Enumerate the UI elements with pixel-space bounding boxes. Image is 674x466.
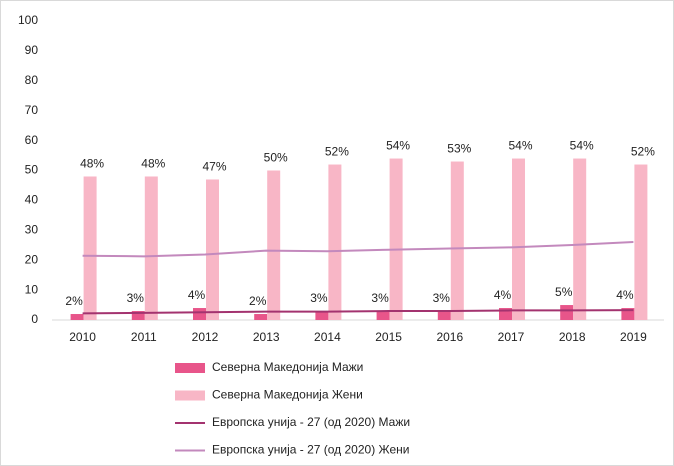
- bar: [315, 311, 329, 320]
- line: [82, 309, 634, 315]
- legend-label: Европска унија - 27 (од 2020) Мажи: [212, 415, 410, 429]
- bar: [254, 314, 268, 320]
- x-tick-label: 2013: [253, 330, 280, 344]
- bar: [376, 311, 390, 320]
- x-tick-label: 2011: [131, 330, 157, 344]
- data-label: 52%: [325, 145, 349, 159]
- x-tick-label: 2015: [375, 330, 402, 344]
- data-label: 48%: [80, 157, 104, 171]
- data-label: 3%: [310, 291, 328, 305]
- bar: [621, 308, 635, 320]
- data-label: 52%: [631, 145, 655, 159]
- legend-swatch: [175, 363, 205, 373]
- y-tick-label: 40: [25, 193, 39, 207]
- data-label: 4%: [188, 288, 206, 302]
- bar: [144, 176, 158, 320]
- data-label: 4%: [616, 288, 634, 302]
- bar: [499, 308, 512, 320]
- x-tick-label: 2014: [314, 330, 341, 344]
- data-label: 54%: [570, 139, 594, 153]
- data-label: 50%: [264, 151, 288, 165]
- bar: [450, 161, 464, 320]
- legend-label: Северна Македонија Мажи: [212, 360, 363, 374]
- x-tick-label: 2017: [498, 330, 525, 344]
- line: [82, 240, 634, 258]
- legend-label: Северна Македонија Жени: [212, 388, 363, 402]
- bar: [70, 314, 84, 320]
- data-label: 48%: [141, 157, 165, 171]
- bar: [131, 311, 145, 320]
- y-tick-label: 90: [25, 43, 39, 57]
- y-tick-label: 60: [25, 133, 39, 147]
- bar: [206, 179, 219, 320]
- data-label: 53%: [447, 142, 471, 156]
- x-tick-label: 2016: [436, 330, 463, 344]
- bar: [560, 305, 574, 320]
- data-label: 2%: [65, 294, 83, 308]
- y-tick-label: 50: [25, 163, 39, 177]
- data-label: 3%: [433, 291, 451, 305]
- y-tick-label: 70: [25, 103, 39, 117]
- legend-swatch: [175, 390, 205, 401]
- x-tick-label: 2010: [69, 330, 96, 344]
- data-label: 3%: [371, 291, 389, 305]
- data-label: 54%: [508, 139, 532, 153]
- x-tick-label: 2019: [620, 330, 647, 344]
- y-tick-label: 20: [25, 252, 39, 266]
- y-tick-label: 10: [25, 282, 39, 296]
- data-label: 47%: [202, 160, 226, 174]
- y-tick-label: 100: [18, 13, 38, 27]
- bar: [634, 164, 648, 320]
- y-tick-label: 30: [25, 222, 39, 236]
- data-label: 2%: [249, 294, 267, 308]
- bar: [389, 158, 403, 320]
- bar: [267, 170, 281, 320]
- x-tick-label: 2012: [192, 330, 219, 344]
- y-tick-label: 80: [25, 73, 39, 87]
- data-label: 5%: [555, 285, 573, 299]
- bar: [83, 176, 97, 320]
- bar: [573, 158, 587, 320]
- bar: [437, 311, 451, 320]
- data-label: 4%: [494, 288, 512, 302]
- x-tick-label: 2018: [559, 330, 586, 344]
- bar: [512, 158, 525, 320]
- bar: [193, 308, 206, 320]
- bar: [328, 164, 342, 320]
- legend-label: Европска унија - 27 (од 2020) Жени: [212, 443, 409, 457]
- data-label: 54%: [386, 139, 410, 153]
- data-label: 3%: [127, 291, 145, 305]
- y-tick-label: 0: [31, 312, 38, 326]
